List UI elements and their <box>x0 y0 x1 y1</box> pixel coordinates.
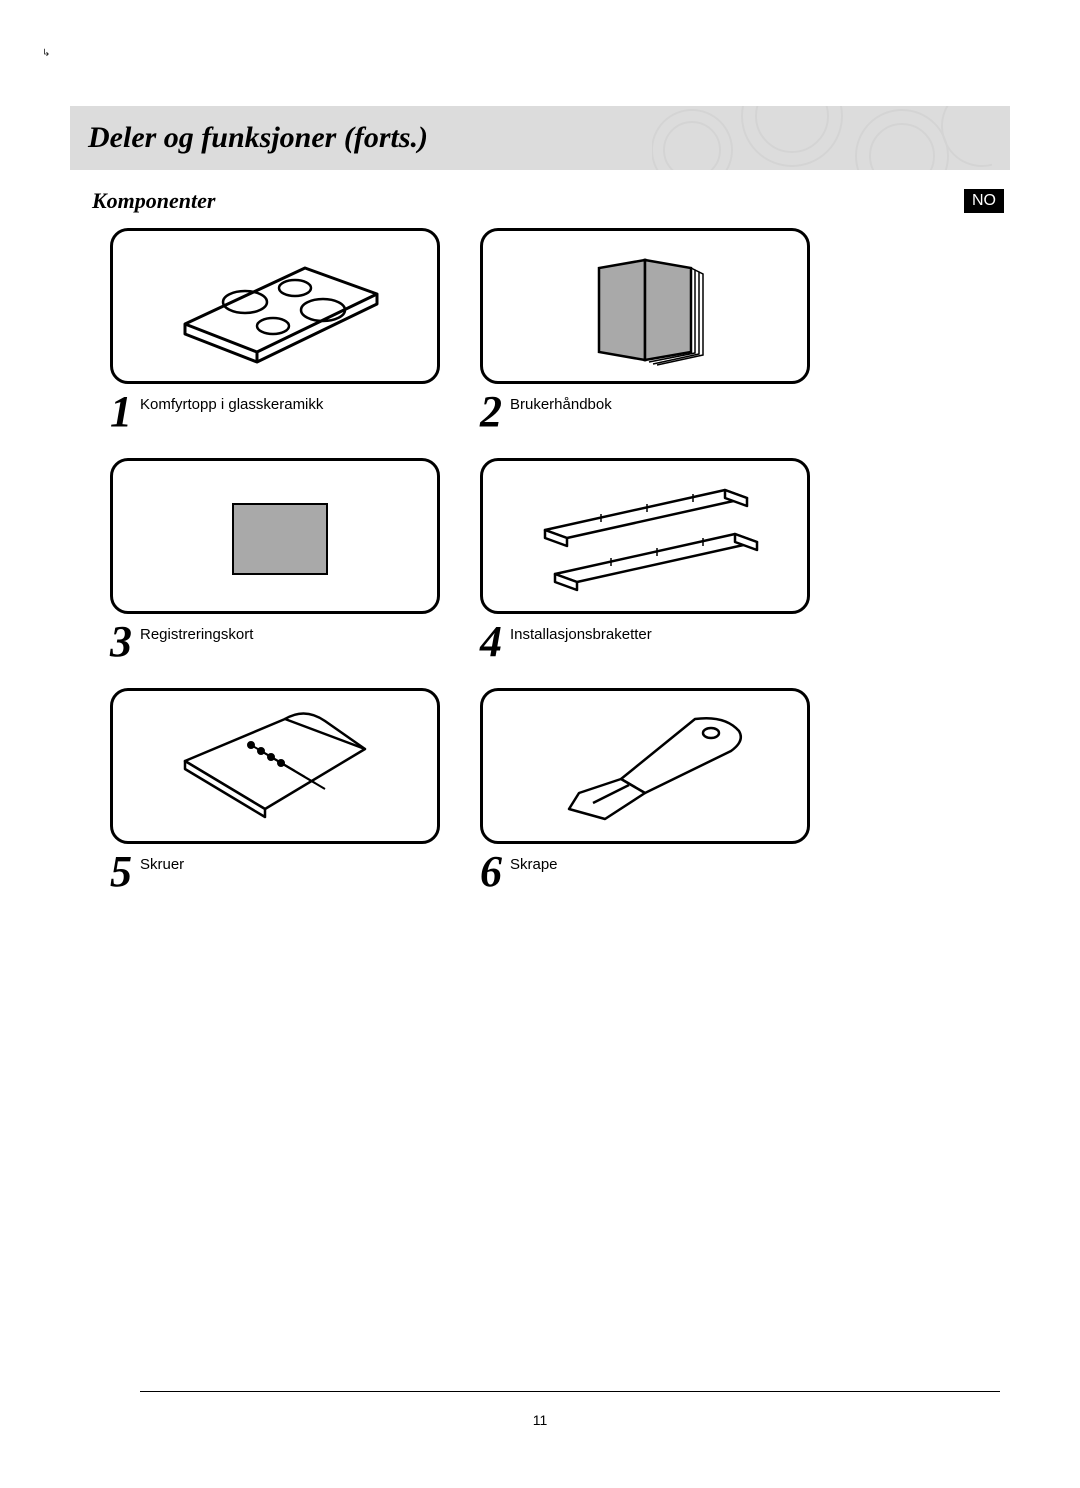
item-label: Skruer <box>140 856 184 873</box>
item-number: 1 <box>110 390 132 434</box>
booklet-icon <box>545 246 745 366</box>
label-row: 6 Skrape <box>480 850 810 894</box>
components-grid: 1 Komfyrtopp i glasskeramikk <box>110 228 1010 908</box>
footer-rule <box>140 1391 1000 1392</box>
figure-booklet <box>480 228 810 384</box>
brackets-icon <box>515 476 775 596</box>
component-cell: 4 Installasjonsbraketter <box>480 458 810 678</box>
component-cell: 6 Skrape <box>480 688 810 908</box>
scraper-icon <box>525 701 765 831</box>
label-row: 1 Komfyrtopp i glasskeramikk <box>110 390 440 434</box>
item-label: Brukerhåndbok <box>510 396 612 413</box>
label-row: 4 Installasjonsbraketter <box>480 620 810 664</box>
card-icon <box>175 476 375 596</box>
subtitle-row: Komponenter NO <box>70 188 1010 214</box>
item-number: 3 <box>110 620 132 664</box>
tiny-arrow-icon: ↳ <box>42 48 50 59</box>
item-number: 6 <box>480 850 502 894</box>
screws-icon <box>155 701 395 831</box>
component-cell: 1 Komfyrtopp i glasskeramikk <box>110 228 440 448</box>
page-number: 11 <box>0 1412 1080 1428</box>
item-number: 4 <box>480 620 502 664</box>
item-number: 5 <box>110 850 132 894</box>
component-cell: 3 Registreringskort <box>110 458 440 678</box>
label-row: 2 Brukerhåndbok <box>480 390 810 434</box>
component-cell: 2 Brukerhåndbok <box>480 228 810 448</box>
subtitle: Komponenter <box>92 188 215 214</box>
component-cell: 5 Skruer <box>110 688 440 908</box>
item-label: Installasjonsbraketter <box>510 626 652 643</box>
figure-card <box>110 458 440 614</box>
cooktop-icon <box>155 246 395 366</box>
figure-scraper <box>480 688 810 844</box>
label-row: 3 Registreringskort <box>110 620 440 664</box>
item-label: Skrape <box>510 856 558 873</box>
item-number: 2 <box>480 390 502 434</box>
figure-brackets <box>480 458 810 614</box>
label-row: 5 Skruer <box>110 850 440 894</box>
item-label: Komfyrtopp i glasskeramikk <box>140 396 323 413</box>
language-badge: NO <box>964 189 1004 213</box>
page: ↳ Deler og funksjoner (forts.) Komponent… <box>0 0 1080 1488</box>
decorative-circles-icon <box>652 106 992 170</box>
section-title-bar: Deler og funksjoner (forts.) <box>70 106 1010 170</box>
item-label: Registreringskort <box>140 626 253 643</box>
figure-screws <box>110 688 440 844</box>
figure-cooktop <box>110 228 440 384</box>
section-title: Deler og funksjoner (forts.) <box>88 121 428 155</box>
